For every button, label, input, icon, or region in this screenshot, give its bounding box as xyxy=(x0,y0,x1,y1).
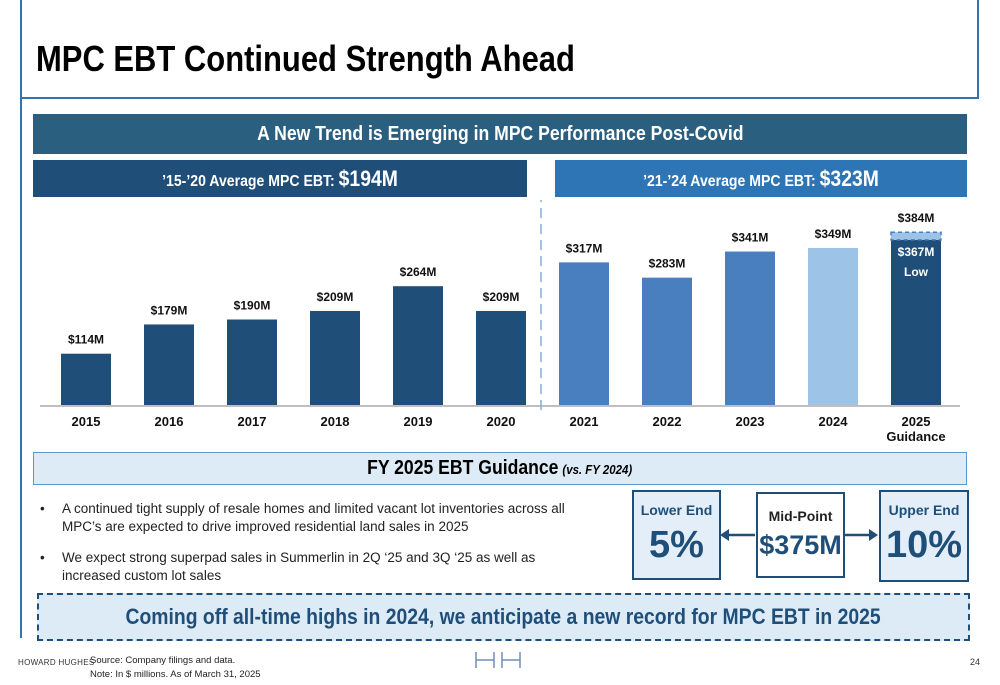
logo xyxy=(475,652,521,668)
value-label: $114M xyxy=(68,333,104,347)
chart: $114M $179M $190M $209M $264M $209M $317M $283M… xyxy=(40,200,960,412)
guidance-box: Mid-Point $375M xyxy=(756,492,845,578)
value-label: $209M xyxy=(317,290,354,304)
bar xyxy=(227,319,277,405)
right-header: ’21-’24 Average MPC EBT: $323M xyxy=(555,160,967,197)
x-tick-label: 2016 xyxy=(154,414,184,429)
value-label: $317M xyxy=(566,241,603,255)
value-label: $341M xyxy=(732,231,769,245)
right-header-text: ’21-’24 Average MPC EBT: $323M xyxy=(643,166,879,192)
x-tick-label: 2025 Guidance xyxy=(886,414,946,444)
guidance-box: Upper End 10% xyxy=(879,490,969,582)
bullet: A continued tight supply of resale homes… xyxy=(36,500,591,536)
guidance-title: FY 2025 EBT Guidance xyxy=(367,457,559,479)
bar xyxy=(310,310,360,405)
left-header-value: $194M xyxy=(338,165,398,191)
guidance-box: Lower End 5% xyxy=(632,490,721,580)
box-label: Upper End xyxy=(888,502,960,518)
bar xyxy=(61,353,111,405)
low-label: Low xyxy=(904,265,929,279)
bar xyxy=(393,286,443,405)
x-tick-label: 2017 xyxy=(237,414,267,429)
x-tick-label: 2020 xyxy=(486,414,516,429)
value-label: $349M xyxy=(815,227,852,241)
title: MPC EBT Continued Strength Ahead xyxy=(36,38,575,79)
x-tick-label: 2022 xyxy=(652,414,682,429)
bar xyxy=(725,251,775,405)
source: Source: Company filings and data. xyxy=(90,655,236,666)
value-label: $190M xyxy=(234,299,271,313)
callout-text: Coming off all-time highs in 2024, we an… xyxy=(125,604,882,629)
bar xyxy=(144,324,194,405)
bullets: A continued tight supply of resale homes… xyxy=(36,500,591,598)
guidance-subtitle: (vs. FY 2024) xyxy=(562,462,633,477)
guidance-header-text: FY 2025 EBT Guidance (vs. FY 2024) xyxy=(367,457,632,480)
box-value: 5% xyxy=(649,524,704,566)
left-rule xyxy=(20,0,22,638)
bar xyxy=(642,277,692,405)
bar xyxy=(476,310,526,405)
x-tick-label: 2019 xyxy=(403,414,433,429)
right-header-value: $323M xyxy=(819,165,879,191)
value-label: $283M xyxy=(649,257,686,271)
arrow-head xyxy=(720,529,729,541)
note: Note: In $ millions. As of March 31, 202… xyxy=(90,669,261,680)
company: HOWARD HUGHES xyxy=(18,658,95,667)
low-value-label: $367M xyxy=(898,245,935,259)
bar xyxy=(808,247,858,405)
value-label: $384M xyxy=(898,211,935,225)
right-rule xyxy=(977,0,979,97)
value-label: $179M xyxy=(151,303,188,317)
x-labels: 2015 2016 2017 2018 2019 2020 2021 2022 2023 2024… xyxy=(0,414,1000,450)
x-tick-label: 2018 xyxy=(320,414,350,429)
x-tick-label: 2023 xyxy=(735,414,765,429)
right-header-label: ’21-’24 Average MPC EBT: xyxy=(643,172,820,190)
x-tick-label: 2024 xyxy=(818,414,848,429)
bar-range xyxy=(890,231,942,241)
left-header-label: ’15-’20 Average MPC EBT: xyxy=(162,172,339,190)
value-label: $264M xyxy=(400,265,437,279)
bar xyxy=(559,262,609,405)
banner: A New Trend is Emerging in MPC Performan… xyxy=(33,114,967,154)
guidance-header: FY 2025 EBT Guidance (vs. FY 2024) xyxy=(33,452,967,485)
value-label: $209M xyxy=(483,290,520,304)
x-tick-label: 2015 xyxy=(71,414,101,429)
box-label: Mid-Point xyxy=(768,508,833,524)
box-value: $375M xyxy=(759,530,842,560)
arrows xyxy=(720,529,878,541)
left-header: ’15-’20 Average MPC EBT: $194M xyxy=(33,160,527,197)
box-value: 10% xyxy=(885,524,963,566)
bullet: We expect strong superpad sales in Summe… xyxy=(36,549,591,585)
callout: Coming off all-time highs in 2024, we an… xyxy=(37,593,970,641)
box-label: Lower End xyxy=(640,502,713,518)
x-tick-label: 2021 xyxy=(569,414,599,429)
left-header-text: ’15-’20 Average MPC EBT: $194M xyxy=(162,166,398,192)
page-number: 24 xyxy=(970,657,981,667)
title-rule xyxy=(20,97,979,99)
bar-low xyxy=(891,239,941,405)
arrow-head xyxy=(869,529,878,541)
banner-text: A New Trend is Emerging in MPC Performan… xyxy=(256,122,744,145)
